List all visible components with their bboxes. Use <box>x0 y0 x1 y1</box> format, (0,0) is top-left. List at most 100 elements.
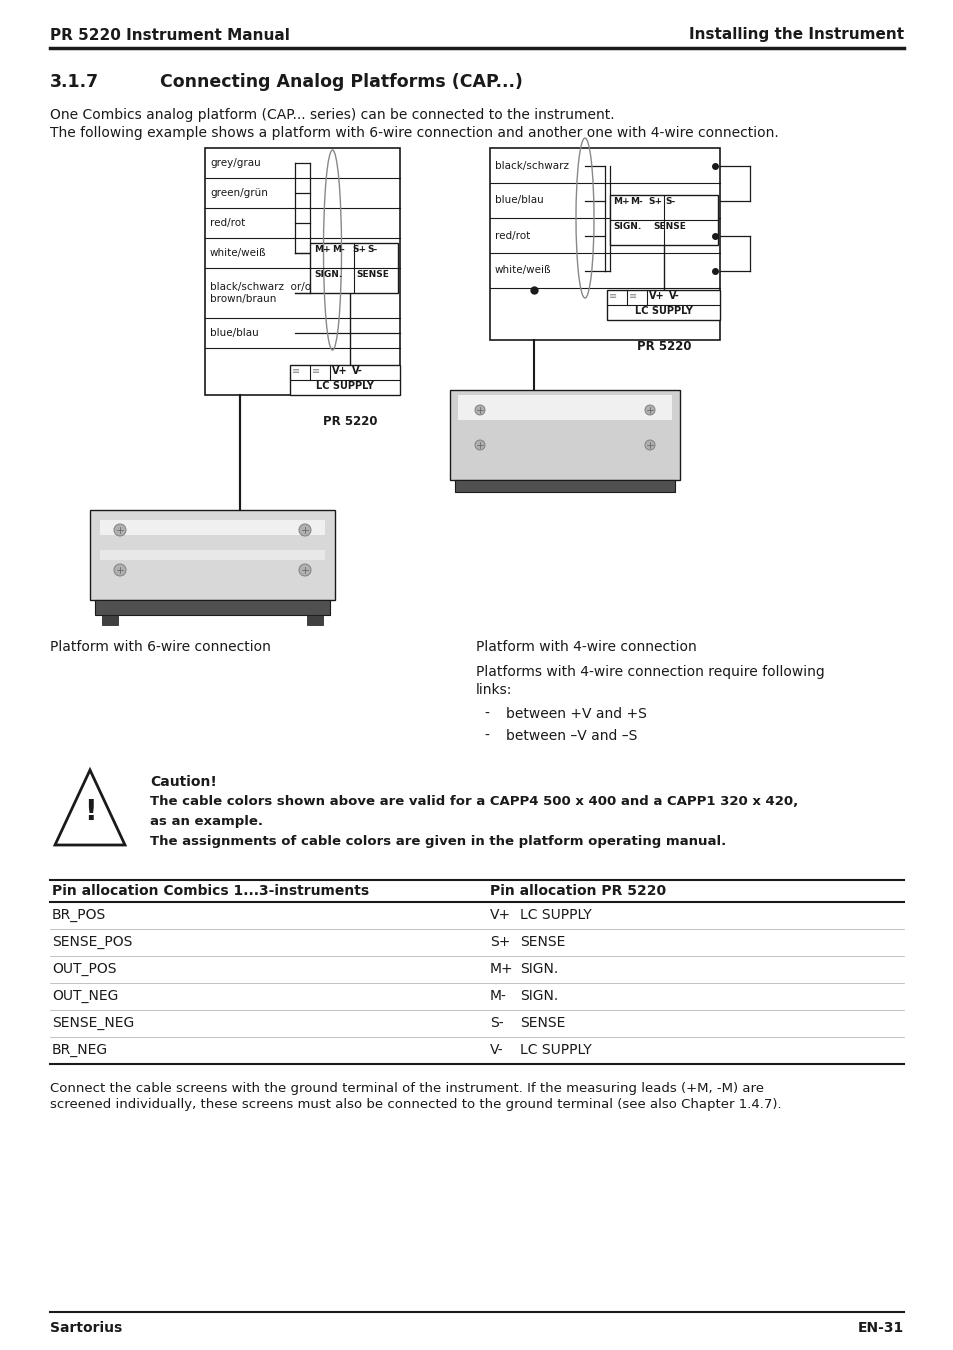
Text: S-: S- <box>367 244 376 254</box>
Text: Caution!: Caution! <box>150 775 216 788</box>
Text: M-: M- <box>332 244 344 254</box>
Circle shape <box>298 524 311 536</box>
Text: V-: V- <box>668 292 679 301</box>
Text: Connect the cable screens with the ground terminal of the instrument. If the mea: Connect the cable screens with the groun… <box>50 1081 763 1095</box>
Text: Connecting Analog Platforms (CAP...): Connecting Analog Platforms (CAP...) <box>160 73 522 90</box>
Bar <box>450 390 679 481</box>
Bar <box>95 599 330 616</box>
Bar <box>205 148 399 396</box>
Text: M+: M+ <box>613 197 629 207</box>
Text: LC SUPPLY: LC SUPPLY <box>519 1044 591 1057</box>
Text: red/rot: red/rot <box>210 217 245 228</box>
Circle shape <box>475 440 484 450</box>
Text: Platforms with 4-wire connection require following: Platforms with 4-wire connection require… <box>476 666 824 679</box>
Text: PR 5220: PR 5220 <box>322 414 376 428</box>
Text: ≡: ≡ <box>608 292 617 301</box>
Text: SENSE: SENSE <box>355 270 389 279</box>
Text: One Combics analog platform (CAP... series) can be connected to the instrument.: One Combics analog platform (CAP... seri… <box>50 108 614 122</box>
Text: LC SUPPLY: LC SUPPLY <box>315 381 374 392</box>
Text: PR 5220 Instrument Manual: PR 5220 Instrument Manual <box>50 27 290 42</box>
Text: OUT_POS: OUT_POS <box>52 963 116 976</box>
Circle shape <box>475 405 484 414</box>
Text: ≡: ≡ <box>312 366 320 377</box>
Text: grey/grau: grey/grau <box>210 158 260 167</box>
Circle shape <box>644 440 655 450</box>
Text: Platform with 6-wire connection: Platform with 6-wire connection <box>50 640 271 653</box>
Text: SIGN.: SIGN. <box>519 963 558 976</box>
Bar <box>90 510 335 599</box>
Text: 3.1.7: 3.1.7 <box>50 73 99 90</box>
Text: ≡: ≡ <box>628 292 637 301</box>
Text: between +V and +S: between +V and +S <box>505 707 646 721</box>
Text: between –V and –S: between –V and –S <box>505 729 637 742</box>
Text: SENSE: SENSE <box>519 936 565 949</box>
Text: red/rot: red/rot <box>495 231 530 240</box>
Text: S-: S- <box>490 1017 503 1030</box>
Text: The cable colors shown above are valid for a CAPP4 500 x 400 and a CAPP1 320 x 4: The cable colors shown above are valid f… <box>150 795 798 809</box>
Bar <box>100 520 325 535</box>
Text: blue/blau: blue/blau <box>210 328 258 338</box>
Text: V-: V- <box>352 366 362 377</box>
Text: Platform with 4-wire connection: Platform with 4-wire connection <box>476 640 696 653</box>
Polygon shape <box>55 769 125 845</box>
Text: SENSE: SENSE <box>652 221 685 231</box>
Text: S-: S- <box>664 197 675 207</box>
Text: V+: V+ <box>332 366 347 377</box>
Text: black/schwarz: black/schwarz <box>495 161 568 170</box>
Text: LC SUPPLY: LC SUPPLY <box>519 909 591 922</box>
Circle shape <box>298 564 311 576</box>
Text: S+: S+ <box>490 936 510 949</box>
Text: Pin allocation Combics 1...3-instruments: Pin allocation Combics 1...3-instruments <box>52 884 369 898</box>
Bar <box>307 616 323 625</box>
Circle shape <box>644 405 655 414</box>
Text: links:: links: <box>476 683 512 697</box>
Text: SIGN.: SIGN. <box>519 990 558 1003</box>
Text: -: - <box>483 729 488 742</box>
Bar <box>100 549 325 560</box>
Text: S+: S+ <box>352 244 366 254</box>
Text: BR_NEG: BR_NEG <box>52 1044 108 1057</box>
Circle shape <box>113 524 126 536</box>
Text: PR 5220: PR 5220 <box>636 340 691 352</box>
Text: as an example.: as an example. <box>150 815 263 828</box>
Text: M+: M+ <box>490 963 513 976</box>
Text: SENSE_POS: SENSE_POS <box>52 936 132 949</box>
Text: The assignments of cable colors are given in the platform operating manual.: The assignments of cable colors are give… <box>150 836 725 848</box>
Bar <box>490 148 720 340</box>
Text: blue/blau: blue/blau <box>495 196 543 205</box>
Text: white/weiß: white/weiß <box>495 266 551 275</box>
Text: Installing the Instrument: Installing the Instrument <box>688 27 903 42</box>
Text: white/weiß: white/weiß <box>210 248 266 258</box>
Text: ≡: ≡ <box>292 366 300 377</box>
Text: OUT_NEG: OUT_NEG <box>52 990 118 1003</box>
Text: BR_POS: BR_POS <box>52 909 106 922</box>
Text: Sartorius: Sartorius <box>50 1322 122 1335</box>
Text: V-: V- <box>490 1044 503 1057</box>
Bar <box>609 194 718 244</box>
Text: Pin allocation PR 5220: Pin allocation PR 5220 <box>490 884 665 898</box>
Text: screened individually, these screens must also be connected to the ground termin: screened individually, these screens mus… <box>50 1098 781 1111</box>
Text: EN-31: EN-31 <box>857 1322 903 1335</box>
Bar <box>606 290 720 320</box>
Text: green/grün: green/grün <box>210 188 268 198</box>
Bar <box>310 243 397 293</box>
Bar <box>457 396 671 420</box>
Text: M+: M+ <box>314 244 331 254</box>
Text: S+: S+ <box>647 197 661 207</box>
Text: M-: M- <box>490 990 506 1003</box>
Text: LC SUPPLY: LC SUPPLY <box>634 306 692 316</box>
Circle shape <box>113 564 126 576</box>
Text: SENSE: SENSE <box>519 1017 565 1030</box>
Text: SENSE_NEG: SENSE_NEG <box>52 1017 134 1030</box>
Text: V+: V+ <box>648 292 664 301</box>
Text: !: ! <box>84 798 96 826</box>
Bar <box>102 616 118 625</box>
Bar <box>290 364 399 396</box>
Text: SIGN.: SIGN. <box>314 270 342 279</box>
Text: SIGN.: SIGN. <box>613 221 640 231</box>
Text: black/schwarz  or/oder
brown/braun: black/schwarz or/oder brown/braun <box>210 282 328 304</box>
Text: The following example shows a platform with 6-wire connection and another one wi: The following example shows a platform w… <box>50 126 778 140</box>
Text: M-: M- <box>629 197 642 207</box>
Text: -: - <box>483 707 488 721</box>
Text: V+: V+ <box>490 909 511 922</box>
